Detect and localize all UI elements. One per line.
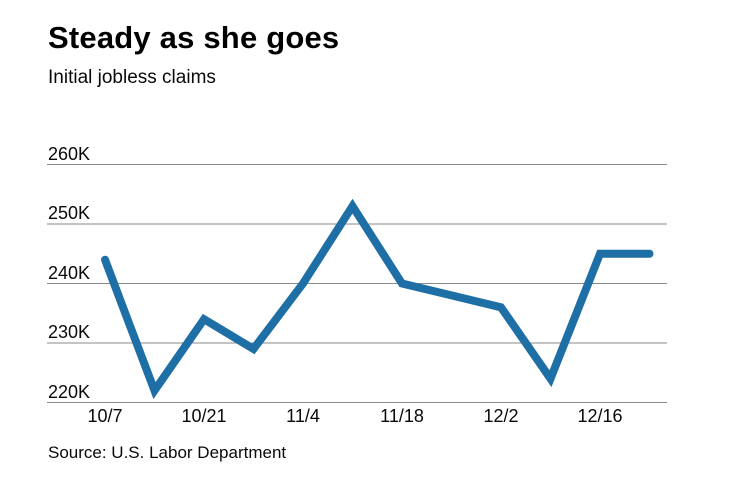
y-axis-tick-230k: 230K — [48, 322, 91, 342]
x-axis-tick-11-4: 11/4 — [286, 406, 320, 426]
y-axis-tick-220k: 220K — [48, 381, 91, 402]
x-axis-tick-11-18: 11/18 — [380, 406, 424, 426]
chart-subtitle: Initial jobless claims — [48, 67, 216, 88]
y-axis-tick-240k: 240K — [48, 262, 91, 283]
x-axis-tick-10-7: 10/7 — [87, 406, 123, 426]
source-note: Source: U.S. Labor Department — [48, 443, 287, 462]
claims-data-line — [101, 198, 654, 400]
x-axis-tick-10-21: 10/21 — [181, 406, 227, 426]
x-axis-tick-12-16: 12/16 — [577, 406, 623, 426]
x-axis-tick-12-2: 12/2 — [483, 406, 519, 426]
y-axis-tick-250k: 250K — [48, 203, 91, 223]
chart-title: Steady as she goes — [48, 20, 340, 55]
y-axis-tick-260k: 260K — [48, 143, 91, 164]
